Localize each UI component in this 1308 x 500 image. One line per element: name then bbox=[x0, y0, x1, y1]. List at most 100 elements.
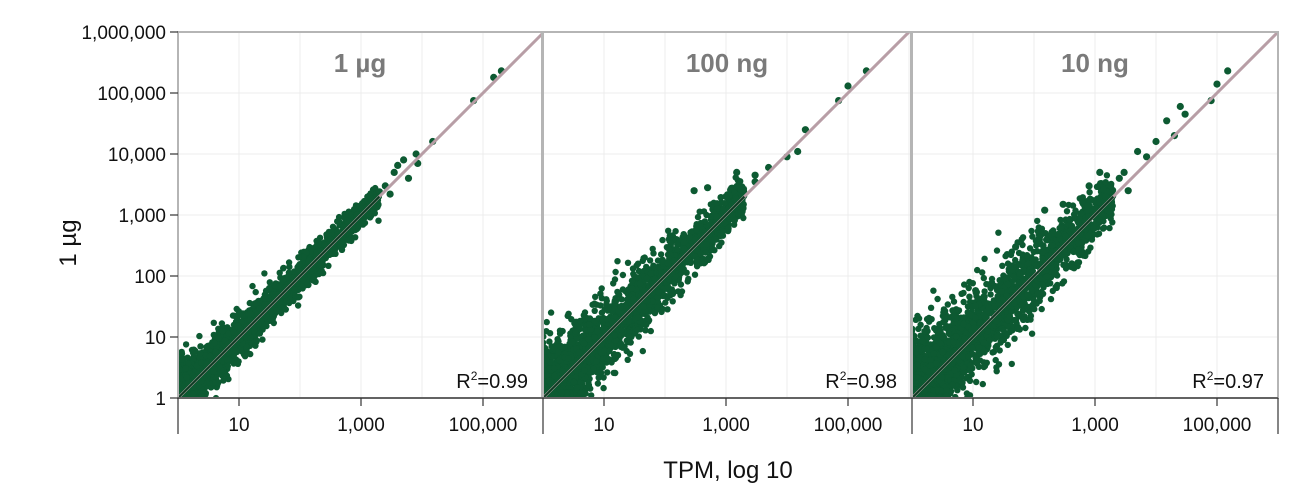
data-point bbox=[198, 393, 205, 398]
data-point bbox=[220, 377, 227, 384]
data-point bbox=[700, 208, 708, 215]
data-point bbox=[247, 350, 254, 358]
data-point bbox=[215, 379, 222, 386]
data-point bbox=[628, 277, 636, 284]
data-point bbox=[685, 275, 692, 283]
data-point bbox=[629, 265, 637, 272]
data-point bbox=[295, 254, 302, 261]
data-point bbox=[412, 150, 420, 158]
data-point bbox=[672, 228, 679, 235]
data-point bbox=[639, 347, 646, 355]
data-point bbox=[607, 342, 615, 349]
data-point bbox=[210, 319, 217, 326]
data-point bbox=[625, 339, 632, 346]
data-point bbox=[232, 347, 240, 354]
data-point bbox=[345, 237, 352, 244]
data-point bbox=[250, 327, 258, 334]
data-point bbox=[183, 374, 191, 381]
data-point bbox=[665, 227, 672, 234]
data-point bbox=[343, 217, 352, 225]
data-point bbox=[286, 299, 293, 307]
data-point bbox=[230, 360, 237, 367]
data-point bbox=[591, 334, 598, 341]
data-point bbox=[261, 301, 269, 308]
data-point bbox=[636, 280, 644, 287]
data-point bbox=[595, 374, 602, 381]
data-point bbox=[259, 336, 266, 343]
data-point bbox=[613, 297, 620, 304]
data-point bbox=[252, 288, 259, 296]
data-point bbox=[386, 190, 394, 198]
data-point bbox=[570, 378, 578, 386]
data-point bbox=[619, 286, 627, 293]
data-point bbox=[680, 231, 687, 238]
data-point bbox=[588, 392, 595, 398]
data-point bbox=[543, 361, 548, 369]
data-point bbox=[598, 295, 605, 302]
data-point bbox=[261, 270, 268, 277]
data-point bbox=[215, 335, 222, 342]
data-point bbox=[691, 271, 699, 278]
data-point bbox=[241, 353, 249, 360]
data-point bbox=[247, 316, 254, 323]
data-point bbox=[178, 348, 185, 356]
data-point bbox=[667, 240, 675, 247]
data-point bbox=[203, 360, 210, 367]
data-point bbox=[280, 264, 287, 272]
data-point bbox=[182, 365, 189, 372]
data-point bbox=[273, 307, 280, 314]
data-point bbox=[239, 312, 246, 319]
data-point bbox=[598, 309, 606, 316]
data-point bbox=[612, 369, 619, 377]
data-point bbox=[266, 279, 273, 286]
data-point bbox=[577, 389, 585, 396]
data-point bbox=[600, 384, 607, 392]
data-point bbox=[249, 282, 256, 290]
data-point bbox=[291, 286, 298, 293]
data-point bbox=[299, 276, 307, 284]
data-point bbox=[669, 298, 676, 305]
data-point bbox=[572, 400, 578, 406]
data-point bbox=[224, 362, 231, 370]
data-point bbox=[185, 360, 192, 367]
data-point bbox=[557, 342, 565, 350]
data-point bbox=[720, 205, 727, 213]
data-point bbox=[258, 305, 265, 312]
data-point bbox=[662, 299, 669, 306]
data-point bbox=[189, 349, 197, 357]
data-point bbox=[635, 267, 643, 275]
data-point bbox=[597, 369, 605, 376]
data-point bbox=[694, 213, 702, 221]
data-point bbox=[677, 281, 685, 288]
data-point bbox=[182, 341, 190, 348]
data-point bbox=[225, 375, 232, 383]
data-point bbox=[204, 370, 212, 378]
data-point bbox=[582, 315, 589, 322]
data-point bbox=[659, 236, 666, 244]
data-point bbox=[235, 308, 242, 315]
data-point bbox=[196, 332, 203, 340]
data-point bbox=[721, 200, 728, 207]
data-point bbox=[267, 316, 274, 323]
data-point bbox=[206, 352, 214, 360]
data-point bbox=[713, 200, 721, 207]
points-layer bbox=[178, 67, 1232, 406]
data-point bbox=[197, 343, 204, 350]
data-point bbox=[225, 330, 232, 337]
data-point bbox=[604, 307, 611, 314]
data-point bbox=[279, 276, 287, 283]
data-point bbox=[400, 156, 408, 164]
data-point bbox=[351, 206, 358, 213]
data-point bbox=[365, 211, 372, 218]
data-point bbox=[218, 320, 226, 327]
data-point bbox=[600, 374, 607, 381]
data-point bbox=[612, 337, 620, 344]
data-point bbox=[394, 161, 402, 169]
data-point bbox=[231, 312, 238, 319]
data-point bbox=[340, 223, 347, 230]
data-point bbox=[625, 333, 633, 340]
data-point bbox=[332, 250, 339, 257]
data-point bbox=[546, 338, 553, 345]
data-point bbox=[292, 292, 299, 299]
